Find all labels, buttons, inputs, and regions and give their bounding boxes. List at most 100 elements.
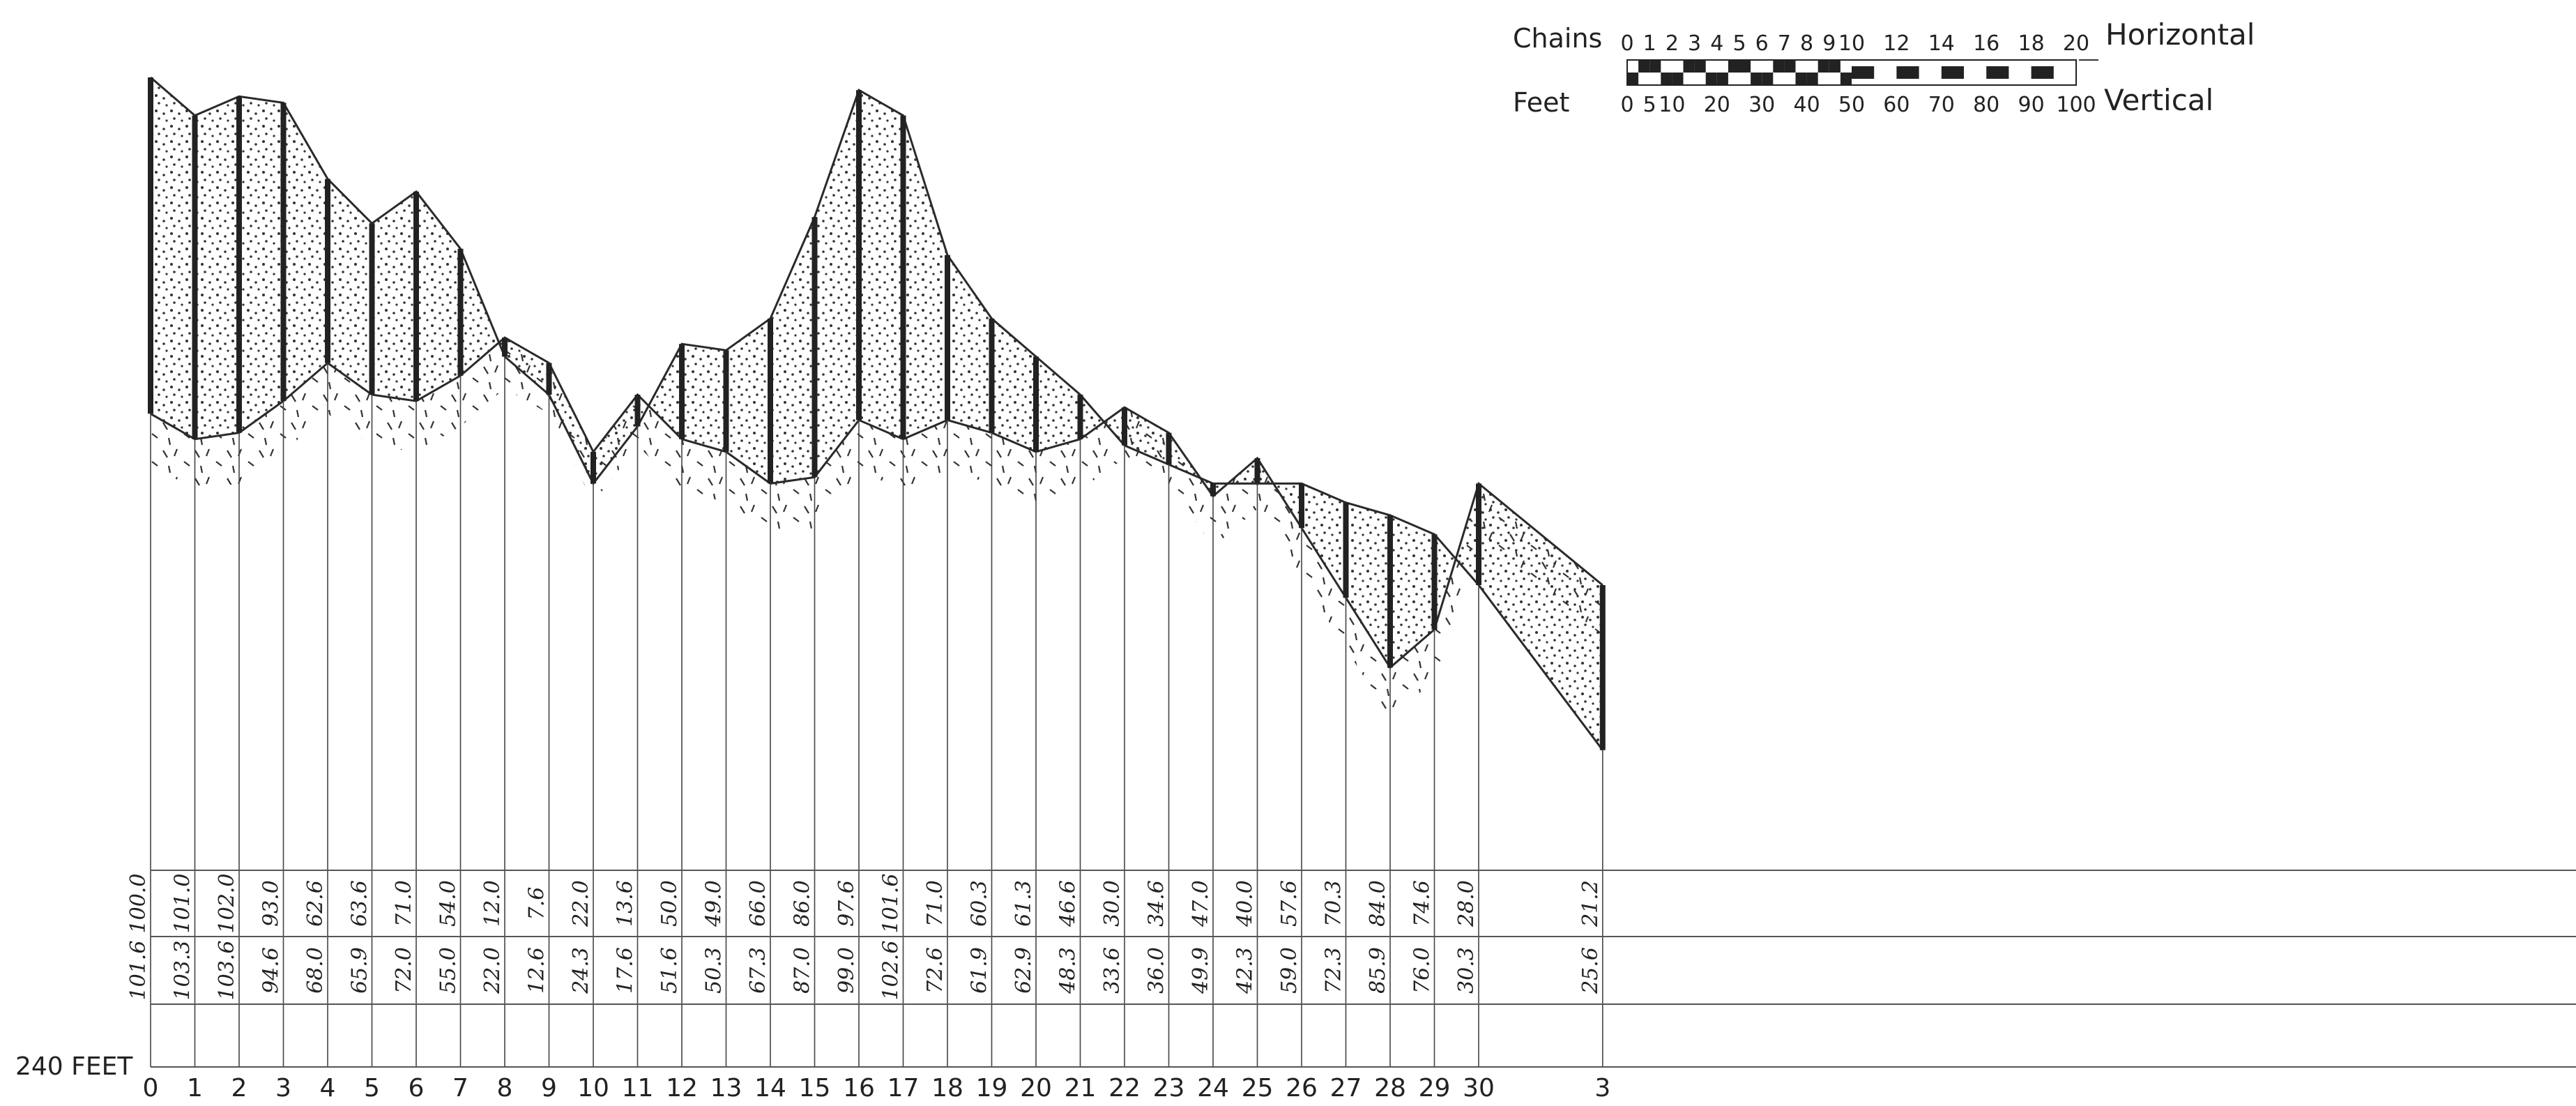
overburden-dots [151, 77, 1603, 750]
ground-surface-line [150, 76, 1603, 751]
station-axis: 0 1 2 3 4 5 6 7 8 9 10 11 12 13 14 15 16 17 18 19 20 21 22 23 24… [143, 1074, 1611, 1103]
station-label: 28 [1374, 1074, 1406, 1103]
table-upper-value: 63.6 [348, 880, 372, 927]
station-label: 1 [187, 1074, 203, 1103]
table-lower-value: 94.6 [259, 947, 284, 994]
table-upper-value: 34.6 [1145, 880, 1169, 927]
table-lower-value: 67.3 [746, 947, 770, 994]
scale-check [1716, 73, 1728, 85]
table-upper-value: 74.6 [1410, 880, 1435, 927]
table-upper-value: 84.0 [1366, 880, 1390, 927]
scale-check [1739, 60, 1751, 73]
scale-feet-tick: 40 [1794, 93, 1820, 117]
scale-feet-tick: 70 [1928, 93, 1955, 117]
scale-feet-ticks: 0 5 10 20 30 40 50 60 70 80 90 100 [1620, 93, 2096, 117]
table-lower-value: 49.9 [1189, 947, 1213, 994]
station-label: 30 [1463, 1074, 1495, 1103]
table-lower-value: 85.9 [1366, 947, 1390, 994]
table-lower-value: 24.3 [569, 947, 593, 994]
table-upper-value: 12.0 [480, 880, 505, 927]
table-upper-value: 7.6 [525, 887, 549, 921]
table-lower-value: 72.6 [923, 947, 947, 994]
scale-chain-ticks: 0 1 2 3 4 5 6 7 8 9 10 12 14 16 18 20 [1620, 31, 2089, 56]
table-upper-value: 40.0 [1233, 880, 1258, 927]
scale-block [2031, 66, 2054, 79]
scale-feet-tick: 50 [1838, 93, 1865, 117]
table-lower-value: 17.6 [613, 947, 638, 994]
scale-check [1649, 60, 1661, 73]
scale-chain-tick: 0 [1620, 31, 1633, 56]
table-upper-value: 71.0 [392, 880, 416, 927]
table-lower-value: 42.3 [1233, 947, 1258, 994]
table-lower-value: 103.6 [215, 941, 239, 1001]
table-upper-value: 60.3 [968, 880, 992, 927]
scale-check [1795, 73, 1807, 85]
scale-feet-tick: 10 [1659, 93, 1685, 117]
station-label: 3 [1594, 1074, 1610, 1103]
scale-block [1852, 66, 1875, 79]
table-lower-value: 87.0 [791, 947, 815, 994]
table-upper-value: 28.0 [1454, 880, 1479, 927]
scale-chain-tick: 10 [1838, 31, 1865, 56]
table-upper-value: 100.0 [126, 874, 151, 934]
table-lower-value: 68.0 [303, 947, 328, 994]
table-lower-value: 48.3 [1056, 947, 1081, 994]
table-upper-value: 50.0 [657, 880, 682, 927]
profile-lines [150, 76, 1603, 751]
table-upper-value: 47.0 [1189, 880, 1213, 927]
table-upper-value: 46.6 [1056, 880, 1081, 927]
scale-check [1817, 60, 1829, 73]
scale-chain-tick: 4 [1710, 31, 1723, 56]
station-label: 14 [754, 1074, 786, 1103]
table-upper-value: 54.0 [436, 880, 461, 927]
table-upper-value: 97.6 [834, 880, 859, 927]
scale-check [1705, 73, 1717, 85]
scale-check [1806, 73, 1818, 85]
scale-feet-tick: 20 [1704, 93, 1730, 117]
station-label: 18 [931, 1074, 963, 1103]
station-label: 9 [541, 1074, 557, 1103]
scale-feet-tick: 5 [1643, 93, 1656, 117]
scale-chain-tick: 2 [1666, 31, 1679, 56]
station-label: 5 [364, 1074, 380, 1103]
scale-bar [1626, 59, 2077, 86]
datum-label: 240 FEET [15, 1052, 133, 1081]
scale-chain-tick: 5 [1732, 31, 1746, 56]
scale-check [1762, 73, 1774, 85]
scale-check [1784, 60, 1796, 73]
table-lower-value: 50.3 [702, 947, 726, 994]
scale-chain-tick: 8 [1800, 31, 1813, 56]
scale-vertical-label: Vertical [2104, 83, 2213, 117]
station-label: 19 [976, 1074, 1008, 1103]
table-lower-value: 72.3 [1322, 947, 1346, 994]
station-label: 12 [666, 1074, 698, 1103]
scale-chain-tick: 20 [2063, 31, 2089, 56]
table-upper-value: 21.2 [1578, 880, 1603, 927]
scale-chain-tick: 3 [1688, 31, 1701, 56]
table-lower-value: 101.6 [126, 941, 151, 1001]
table-upper-value: 70.3 [1322, 880, 1346, 927]
station-label: 26 [1286, 1074, 1318, 1103]
table-lower-value: 76.0 [1410, 947, 1435, 994]
scale-check [1751, 73, 1762, 85]
scale-check [1694, 60, 1706, 73]
station-label: 0 [143, 1074, 159, 1103]
table-lower-value: 51.6 [657, 947, 682, 994]
table-lower-value: 72.0 [392, 947, 416, 994]
table-lower-value: 65.9 [348, 947, 372, 994]
table-upper-value: 101.0 [171, 874, 195, 934]
table-upper-value: 62.6 [303, 880, 328, 927]
scale-chain-tick: 12 [1883, 31, 1910, 56]
table-upper-value: 93.0 [259, 880, 284, 927]
table-lower-value: 33.6 [1100, 947, 1125, 994]
table-lower-value: 30.3 [1454, 947, 1479, 994]
table-upper-value: 49.0 [702, 880, 726, 927]
station-label: 3 [275, 1074, 291, 1103]
station-label: 16 [843, 1074, 875, 1103]
scale-chain-tick: 9 [1822, 31, 1836, 56]
station-label: 21 [1065, 1074, 1097, 1103]
scale-chain-tick: 16 [1973, 31, 1999, 56]
table-lower-value: 99.0 [834, 947, 859, 994]
